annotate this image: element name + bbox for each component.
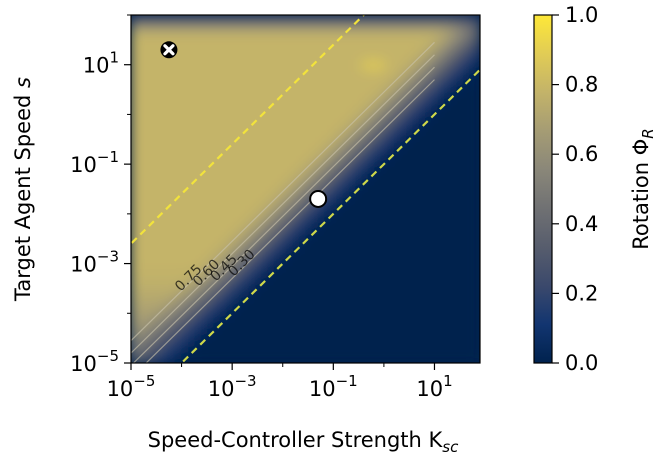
colorbar-label: Rotation ΦR — [629, 128, 657, 249]
y-tick-label: 101 — [83, 49, 119, 78]
y-tick-label: 10−3 — [70, 248, 119, 277]
x-tick-label: 10−3 — [208, 372, 257, 401]
reference-line-lower — [180, 68, 480, 363]
y-axis-label: Target Agent Speed s — [11, 77, 35, 302]
colorbar-tick-label: 1.0 — [565, 3, 598, 27]
x-axis-label: Speed-Controller Strength Ksc — [148, 428, 459, 456]
x-tick-label: 10−5 — [107, 372, 156, 401]
heatmap-field — [131, 15, 480, 363]
colorbar-tick-label: 0.0 — [565, 351, 598, 375]
circle-marker — [309, 189, 328, 208]
x-tick-label: 101 — [416, 372, 452, 401]
reference-lines — [131, 15, 480, 363]
markers — [160, 41, 328, 208]
x-tick-label: 10−1 — [309, 372, 358, 401]
y-axis-ticks: 10−5 10−3 10−1 101 — [70, 14, 131, 376]
colorbar — [533, 14, 553, 364]
y-tick-label: 10−5 — [70, 347, 119, 376]
colorbar-ticks: 0.0 0.2 0.4 0.6 0.8 1.0 — [552, 3, 598, 375]
x-axis-ticks: 10−5 10−3 10−1 101 — [107, 363, 453, 401]
reference-line-upper — [131, 15, 366, 246]
colorbar-tick-label: 0.6 — [565, 142, 598, 166]
colorbar-tick-label: 0.8 — [565, 73, 598, 97]
plot-frame — [130, 14, 481, 364]
colorbar-tick-label: 0.2 — [565, 281, 598, 305]
colorbar-tick-label: 0.4 — [565, 212, 598, 236]
cross-marker — [160, 41, 178, 59]
y-tick-label: 10−1 — [70, 148, 119, 177]
